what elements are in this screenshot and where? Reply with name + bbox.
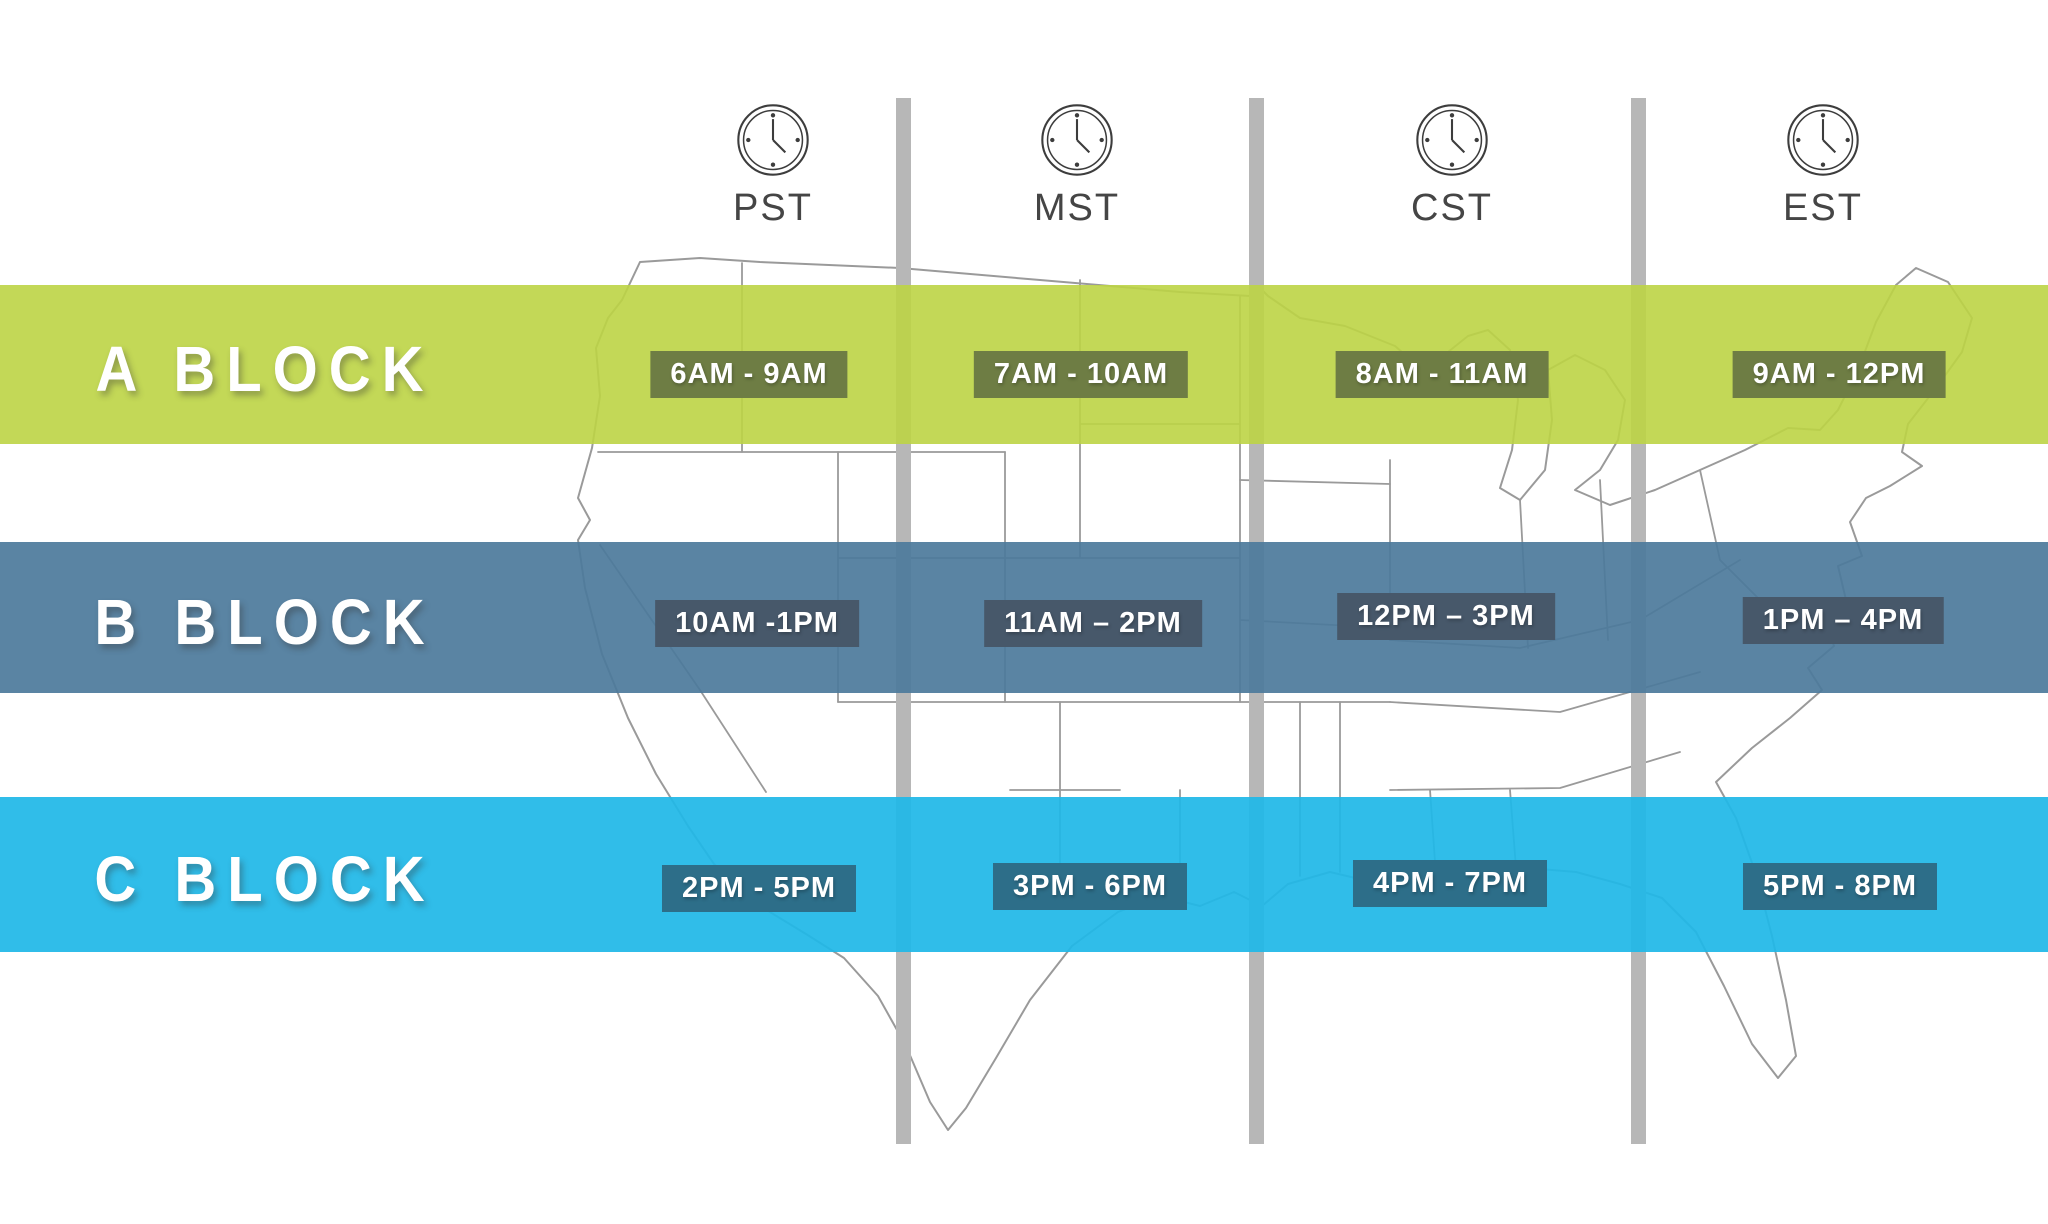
clock-icon	[737, 104, 809, 176]
time-badge-b-pst: 10AM -1PM	[655, 600, 859, 647]
clock-icon	[1416, 104, 1488, 176]
time-badge-c-cst: 4PM - 7PM	[1352, 860, 1548, 907]
time-badge-c-est: 5PM - 8PM	[1742, 863, 1938, 910]
timezone-label-est: EST	[1783, 187, 1863, 229]
block-c-label: C BLOCK	[94, 843, 436, 916]
clock-icon	[1041, 104, 1113, 176]
clock-icon	[1787, 104, 1859, 176]
block-a-label: A BLOCK	[95, 333, 435, 406]
block-b-label: B BLOCK	[94, 586, 436, 659]
timezone-label-mst: MST	[1033, 187, 1121, 229]
timezone-header-cst: CST	[1362, 102, 1542, 230]
timezone-header-pst: PST	[683, 102, 863, 230]
time-badge-c-mst: 3PM - 6PM	[992, 863, 1188, 910]
timezone-label-cst: CST	[1411, 187, 1493, 229]
time-badge-a-mst: 7AM - 10AM	[973, 351, 1189, 398]
time-badge-c-pst: 2PM - 5PM	[661, 865, 857, 912]
time-badge-a-est: 9AM - 12PM	[1732, 351, 1946, 398]
time-badge-b-mst: 11AM – 2PM	[984, 600, 1202, 647]
time-badge-a-pst: 6AM - 9AM	[650, 351, 848, 398]
time-badge-a-cst: 8AM - 11AM	[1335, 351, 1549, 398]
timezone-label-pst: PST	[733, 187, 813, 229]
timezone-header-est: EST	[1733, 102, 1913, 230]
time-badge-b-est: 1PM – 4PM	[1742, 597, 1944, 644]
timezone-header-mst: MST	[987, 102, 1167, 230]
time-badge-b-cst: 12PM – 3PM	[1337, 593, 1555, 640]
